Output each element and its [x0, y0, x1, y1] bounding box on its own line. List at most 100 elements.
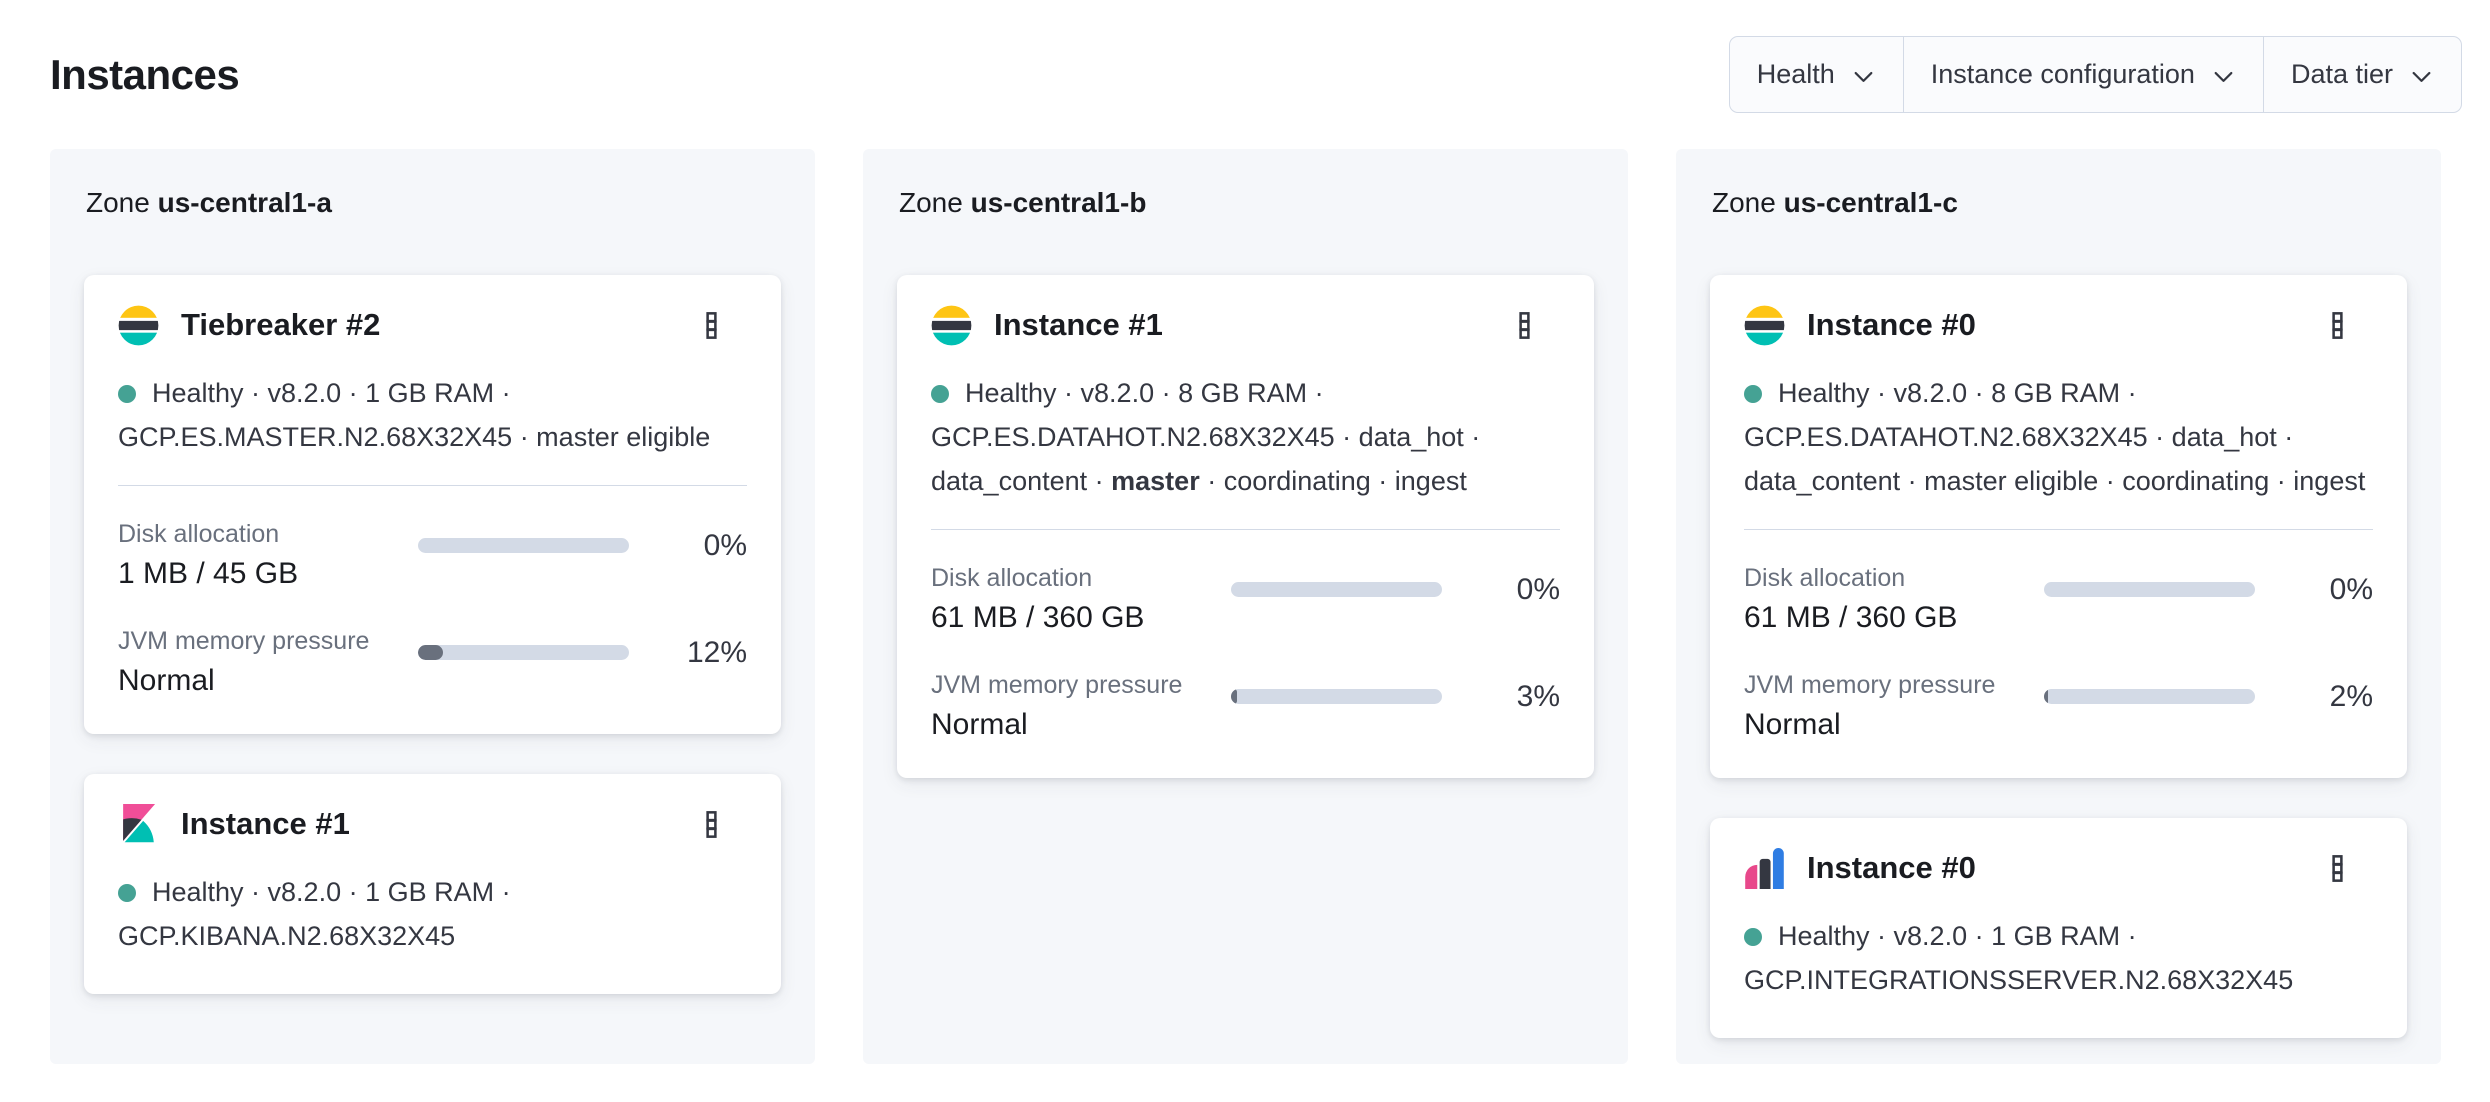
- filter-data-tier-button[interactable]: Data tier: [2262, 37, 2461, 112]
- zone-label: Zone us-central1-a: [86, 187, 781, 219]
- zone-label-prefix: Zone: [1712, 187, 1776, 218]
- zone-name: us-central1-b: [970, 187, 1147, 218]
- jvm-memory-pressure-metric: JVM memory pressure Normal 3%: [931, 671, 1560, 742]
- card-header: Tiebreaker #2: [118, 303, 747, 347]
- filter-data-tier-label: Data tier: [2290, 59, 2393, 89]
- disk-allocation-metric: Disk allocation 61 MB / 360 GB 0%: [931, 564, 1560, 635]
- metric-label: JVM memory pressure: [931, 671, 1183, 699]
- card-divider: [931, 529, 1560, 530]
- instance-card-kibana-1: Instance #1 Healthy · v8.2.0 · 1 GB RAM …: [84, 774, 781, 994]
- boxes-vertical-icon: [1518, 311, 1530, 339]
- metric-percent: 2%: [2329, 679, 2373, 713]
- elasticsearch-logo-icon: [1744, 305, 1785, 345]
- metric-percent: 3%: [1516, 679, 1560, 713]
- jvm-memory-pressure-metric: JVM memory pressure Normal 12%: [118, 627, 747, 698]
- metric-value: Normal: [118, 664, 215, 697]
- bar-fill: [418, 645, 444, 660]
- instances-page: Instances Health Instance configuration …: [0, 0, 2490, 1064]
- status-line: GCP.ES.DATAHOT.N2.68X32X45 · data_hot ·: [931, 422, 1481, 452]
- instance-title: Instance #0: [1807, 850, 1976, 885]
- bar-fill: [2044, 689, 2049, 704]
- zone-label: Zone us-central1-b: [899, 187, 1594, 219]
- filter-instance-configuration-label: Instance configuration: [1930, 59, 2195, 89]
- instance-status: Healthy · v8.2.0 · 8 GB RAM · GCP.ES.DAT…: [1744, 371, 2373, 503]
- jvm-memory-pressure-bar: [1231, 689, 1442, 704]
- healthy-status-icon: [931, 385, 949, 403]
- kibana-logo-icon: [123, 803, 156, 842]
- instance-actions-menu-button[interactable]: [689, 802, 733, 846]
- zone-label: Zone us-central1-c: [1712, 187, 2407, 219]
- zone-panel-us-central1-a: Zone us-central1-a Tiebreaker #2: [50, 149, 815, 1064]
- metric-label: JVM memory pressure: [118, 627, 370, 655]
- status-line: data_content · master · coordinating · i…: [931, 466, 1467, 496]
- instance-card-tiebreaker-2: Tiebreaker #2 Healthy · v8.2.0 · 1 GB RA…: [84, 275, 781, 734]
- jvm-memory-pressure-metric: JVM memory pressure Normal 2%: [1744, 671, 2373, 742]
- metric-value: 61 MB / 360 GB: [1744, 601, 1958, 634]
- instance-card-integrations-0: Instance #0 Healthy · v8.2.0 · 1 GB RAM …: [1710, 818, 2407, 1038]
- status-line: GCP.KIBANA.N2.68X32X45: [118, 921, 456, 951]
- disk-allocation-bar: [418, 538, 629, 553]
- filter-health-label: Health: [1756, 59, 1835, 89]
- metric-percent: 0%: [703, 528, 747, 562]
- page-title: Instances: [50, 50, 240, 98]
- metric-value: Normal: [931, 708, 1028, 741]
- instance-actions-menu-button[interactable]: [2315, 846, 2359, 890]
- disk-allocation-metric: Disk allocation 1 MB / 45 GB 0%: [118, 520, 747, 591]
- elasticsearch-logo-icon: [118, 305, 159, 345]
- card-divider: [118, 485, 747, 486]
- disk-allocation-metric: Disk allocation 61 MB / 360 GB 0%: [1744, 564, 2373, 635]
- zones-row: Zone us-central1-a Tiebreaker #2: [0, 149, 2490, 1064]
- instance-title: Instance #1: [181, 806, 350, 841]
- chevron-down-icon: [2412, 71, 2431, 82]
- zone-label-prefix: Zone: [899, 187, 963, 218]
- boxes-vertical-icon: [2331, 311, 2343, 339]
- zone-panel-us-central1-b: Zone us-central1-b Instance #1: [863, 149, 1628, 1064]
- metric-label: Disk allocation: [1744, 564, 1906, 592]
- healthy-status-icon: [1744, 928, 1762, 946]
- status-line: GCP.ES.MASTER.N2.68X32X45 · master eligi…: [118, 422, 711, 452]
- disk-allocation-bar: [2044, 582, 2255, 597]
- filter-group: Health Instance configuration Data tier: [1728, 36, 2462, 113]
- status-line: GCP.ES.DATAHOT.N2.68X32X45 · data_hot ·: [1744, 422, 2294, 452]
- filter-health-button[interactable]: Health: [1730, 37, 1903, 112]
- instance-actions-menu-button[interactable]: [2315, 303, 2359, 347]
- card-header: Instance #0: [1744, 846, 2373, 890]
- instance-actions-menu-button[interactable]: [689, 303, 733, 347]
- instance-title: Instance #0: [1807, 307, 1976, 342]
- metric-value: Normal: [1744, 708, 1841, 741]
- healthy-status-icon: [118, 884, 136, 902]
- healthy-status-icon: [1744, 385, 1762, 403]
- status-line: Healthy · v8.2.0 · 8 GB RAM ·: [965, 378, 1324, 408]
- boxes-vertical-icon: [2331, 854, 2343, 882]
- metric-percent: 0%: [2329, 572, 2373, 606]
- status-line: data_content · master eligible · coordin…: [1744, 466, 2366, 496]
- filter-instance-configuration-button[interactable]: Instance configuration: [1902, 37, 2263, 112]
- metric-label: Disk allocation: [118, 520, 280, 548]
- boxes-vertical-icon: [705, 810, 717, 838]
- metric-percent: 12%: [686, 635, 747, 669]
- card-header: Instance #1: [931, 303, 1560, 347]
- card-divider: [1744, 529, 2373, 530]
- status-line: GCP.INTEGRATIONSSERVER.N2.68X32X45: [1744, 965, 2294, 995]
- zone-name: us-central1-c: [1783, 187, 1958, 218]
- instance-card-es-1: Instance #1 Healthy · v8.2.0 · 8 GB RAM …: [897, 275, 1594, 778]
- zone-panel-us-central1-c: Zone us-central1-c Instance #0: [1676, 149, 2441, 1064]
- status-line: Healthy · v8.2.0 · 1 GB RAM ·: [1778, 921, 2137, 951]
- metric-label: Disk allocation: [931, 564, 1093, 592]
- metric-percent: 0%: [1516, 572, 1560, 606]
- zone-name: us-central1-a: [157, 187, 332, 218]
- chevron-down-icon: [1854, 71, 1873, 82]
- card-header: Instance #1: [118, 802, 747, 846]
- elasticsearch-logo-icon: [931, 305, 972, 345]
- page-header: Instances Health Instance configuration …: [0, 0, 2490, 149]
- instance-actions-menu-button[interactable]: [1502, 303, 1546, 347]
- bar-fill: [1231, 689, 1238, 704]
- card-header: Instance #0: [1744, 303, 2373, 347]
- integrations-server-logo-icon: [1745, 847, 1784, 889]
- chevron-down-icon: [2214, 71, 2233, 82]
- jvm-memory-pressure-bar: [2044, 689, 2255, 704]
- instance-status: Healthy · v8.2.0 · 8 GB RAM · GCP.ES.DAT…: [931, 371, 1560, 503]
- instance-title: Tiebreaker #2: [181, 307, 381, 342]
- jvm-memory-pressure-bar: [418, 645, 629, 660]
- status-line: Healthy · v8.2.0 · 1 GB RAM ·: [152, 877, 511, 907]
